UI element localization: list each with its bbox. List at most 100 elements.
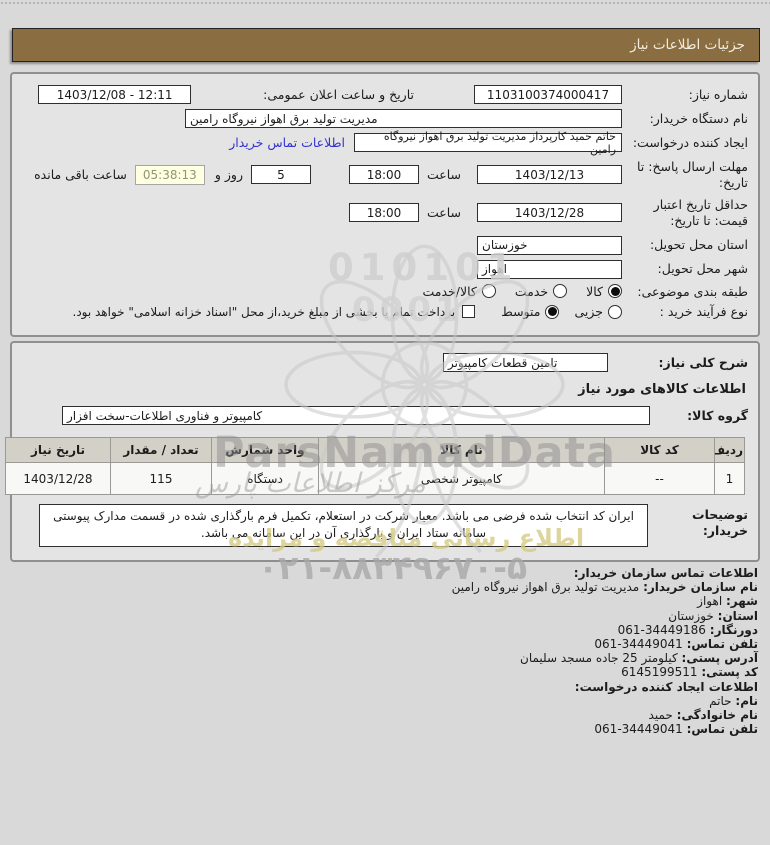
need-number-field[interactable]: 1103100374000417 bbox=[474, 85, 622, 104]
row-buyer-org: نام دستگاه خریدار: مدیریت تولید برق اهوا… bbox=[22, 109, 748, 128]
creator-phone-value: 34449041-061 bbox=[594, 722, 683, 737]
goods-info-panel: شرح کلی نیاز: تامین قطعات کامپیوتر اطلاع… bbox=[5, 341, 760, 562]
radio-goods[interactable] bbox=[608, 284, 622, 299]
goods-table-row: 1 -- کامپیوتر شخصی دستگاه 115 1403/12/28 bbox=[5, 462, 745, 495]
row-price-validity: حداقل تاریخ اعتبار قیمت: تا تاریخ: 1403/… bbox=[22, 197, 748, 228]
cell-quantity: 115 bbox=[110, 462, 212, 495]
need-number-label: شماره نیاز: bbox=[688, 86, 748, 102]
goods-group-field[interactable]: کامپیوتر و فناوری اطلاعات-سخت افزار bbox=[62, 406, 650, 425]
contact-fax: دورنگار: 34449186-061 bbox=[12, 623, 758, 637]
cell-need-date: 1403/12/28 bbox=[5, 462, 111, 495]
buyer-notes-field[interactable]: ایران کد انتخاب شده فرضی می باشد. معیار … bbox=[39, 504, 648, 547]
reply-deadline-label: مهلت ارسال پاسخ: تا تاریخ: bbox=[637, 159, 748, 190]
row-reply-deadline: مهلت ارسال پاسخ: تا تاریخ: 1403/12/13 سا… bbox=[22, 159, 748, 190]
reply-hour-label: ساعت bbox=[426, 167, 461, 183]
col-quantity: تعداد / مقدار bbox=[110, 437, 212, 463]
row-purchase-process: نوع فرآیند خرید : جزیی متوسط پرداخت تمام… bbox=[22, 304, 749, 320]
contact-city: شهر: اهواز bbox=[12, 594, 758, 608]
purchase-process-label: نوع فرآیند خرید : bbox=[659, 304, 748, 320]
cell-unit: دستگاه bbox=[211, 462, 319, 495]
contact-section: اطلاعات تماس سازمان خریدار: نام سازمان خ… bbox=[12, 566, 758, 736]
creator-first-name-value: حاتم bbox=[709, 693, 732, 708]
contact-city-label: شهر: bbox=[726, 594, 758, 609]
cell-goods-code: -- bbox=[604, 462, 715, 495]
row-delivery-city: شهر محل تحویل: اهواز bbox=[22, 259, 748, 279]
need-info-panel: شماره نیاز: 1103100374000417 تاریخ و ساع… bbox=[10, 72, 760, 337]
hours-remaining-label: ساعت باقی مانده bbox=[34, 167, 127, 183]
buyer-notes-label: توضیحات خریدار: bbox=[692, 507, 748, 539]
page-title-bar: جزئیات اطلاعات نیاز bbox=[12, 28, 760, 62]
goods-table-header-row: ردیف کد کالا نام کالا واحد شمارش تعداد /… bbox=[5, 437, 745, 463]
radio-service-label: خدمت bbox=[514, 283, 549, 299]
buyer-contact-link[interactable]: اطلاعات تماس خریدار bbox=[229, 135, 345, 150]
radio-service[interactable] bbox=[553, 284, 568, 299]
contact-fax-label: دورنگار: bbox=[709, 622, 758, 637]
radio-goods-service[interactable] bbox=[481, 284, 496, 299]
buyer-contact-header: اطلاعات تماس سازمان خریدار: bbox=[573, 566, 758, 580]
contact-phone: تلفن تماس: 34449041-061 bbox=[12, 637, 758, 651]
request-creator-label: ایجاد کننده درخواست: bbox=[632, 134, 748, 150]
days-remaining-field[interactable]: 5 bbox=[250, 165, 311, 185]
contact-fax-value: 34449186-061 bbox=[617, 622, 706, 637]
creator-first-name-label: نام: bbox=[735, 693, 758, 708]
col-row-number: ردیف bbox=[714, 437, 745, 463]
treasury-payment-checkbox[interactable] bbox=[462, 305, 476, 319]
top-dotted-divider bbox=[0, 1, 770, 6]
radio-goods-service-label: کالا/خدمت bbox=[422, 283, 477, 299]
price-validity-date-field[interactable]: 1403/12/28 bbox=[477, 203, 622, 223]
contact-postal-code: کد پستی: 6145199511 bbox=[12, 665, 758, 679]
row-subject-class: طبقه بندی موضوعی: کالا خدمت کالا/خدمت bbox=[22, 284, 748, 300]
overall-desc-label: شرح کلی نیاز: bbox=[658, 354, 748, 370]
contact-address: آدرس پستی: کیلومتر 25 جاده مسجد سلیمان bbox=[12, 651, 758, 665]
contact-org-name-label: نام سازمان خریدار: bbox=[643, 580, 758, 595]
radio-minor[interactable] bbox=[608, 304, 622, 319]
cell-goods-name: کامپیوتر شخصی bbox=[318, 462, 605, 495]
overall-desc-field[interactable]: تامین قطعات کامپیوتر bbox=[443, 353, 608, 372]
buyer-org-field[interactable]: مدیریت تولید برق اهواز نیروگاه رامین bbox=[185, 109, 622, 128]
goods-group-label: گروه کالا: bbox=[687, 407, 748, 423]
contact-org-name: نام سازمان خریدار: مدیریت تولید برق اهوا… bbox=[12, 580, 758, 594]
reply-deadline-date-field[interactable]: 1403/12/13 bbox=[477, 165, 622, 185]
radio-goods-label: کالا bbox=[586, 283, 603, 299]
col-unit: واحد شمارش bbox=[211, 437, 319, 463]
creator-phone-label: تلفن تماس: bbox=[686, 722, 758, 737]
validity-hour-label: ساعت bbox=[426, 205, 461, 221]
row-request-creator: ایجاد کننده درخواست: حاتم حمید کارپرداز … bbox=[22, 130, 748, 156]
creator-first-name: نام: حاتم bbox=[12, 694, 758, 708]
contact-province: استان: خوزستان bbox=[12, 609, 758, 623]
contact-postal-code-label: کد پستی: bbox=[701, 665, 758, 680]
col-need-date: تاریخ نیاز bbox=[5, 437, 111, 463]
goods-table: ردیف کد کالا نام کالا واحد شمارش تعداد /… bbox=[5, 437, 745, 495]
col-goods-code: کد کالا bbox=[604, 437, 715, 463]
row-delivery-province: استان محل تحویل: خوزستان bbox=[22, 235, 748, 255]
delivery-city-field[interactable]: اهواز bbox=[477, 259, 622, 279]
col-goods-name: نام کالا bbox=[318, 437, 605, 463]
cell-row-number: 1 bbox=[714, 462, 745, 495]
creator-last-name-value: حمید bbox=[648, 708, 673, 723]
delivery-province-field[interactable]: خوزستان bbox=[477, 235, 622, 255]
contact-address-value: کیلومتر 25 جاده مسجد سلیمان bbox=[520, 651, 678, 666]
announce-datetime-field[interactable]: 12:11 - 1403/12/08 bbox=[38, 85, 192, 104]
creator-last-name-label: نام خانوادگی: bbox=[676, 708, 758, 723]
radio-medium[interactable] bbox=[545, 304, 560, 319]
subject-class-label: طبقه بندی موضوعی: bbox=[637, 283, 748, 299]
row-goods-group: گروه کالا: کامپیوتر و فناوری اطلاعات-سخت… bbox=[22, 406, 748, 425]
row-need-number: شماره نیاز: 1103100374000417 تاریخ و ساع… bbox=[22, 85, 748, 104]
price-validity-time-field[interactable]: 18:00 bbox=[348, 203, 419, 223]
delivery-city-label: شهر محل تحویل: bbox=[657, 261, 748, 277]
radio-medium-label: متوسط bbox=[501, 304, 541, 320]
countdown-timer: 05:38:13 bbox=[134, 164, 205, 185]
contact-province-value: خوزستان bbox=[668, 608, 714, 623]
buyer-org-label: نام دستگاه خریدار: bbox=[649, 110, 748, 126]
request-creator-field[interactable]: حاتم حمید کارپرداز مدیریت تولید برق اهوا… bbox=[354, 130, 622, 156]
radio-minor-label: جزیی bbox=[574, 304, 603, 320]
contact-city-value: اهواز bbox=[697, 594, 723, 609]
days-and-label: روز و bbox=[214, 167, 243, 183]
reply-deadline-time-field[interactable]: 18:00 bbox=[348, 165, 419, 185]
contact-province-label: استان: bbox=[717, 608, 758, 623]
goods-info-header: اطلاعات کالاهای مورد نیاز bbox=[578, 382, 746, 397]
contact-phone-value: 34449041-061 bbox=[594, 637, 683, 652]
treasury-payment-label: پرداخت تمام یا بخشی از مبلغ خرید،از محل … bbox=[72, 304, 456, 319]
creator-last-name: نام خانوادگی: حمید bbox=[12, 708, 758, 722]
